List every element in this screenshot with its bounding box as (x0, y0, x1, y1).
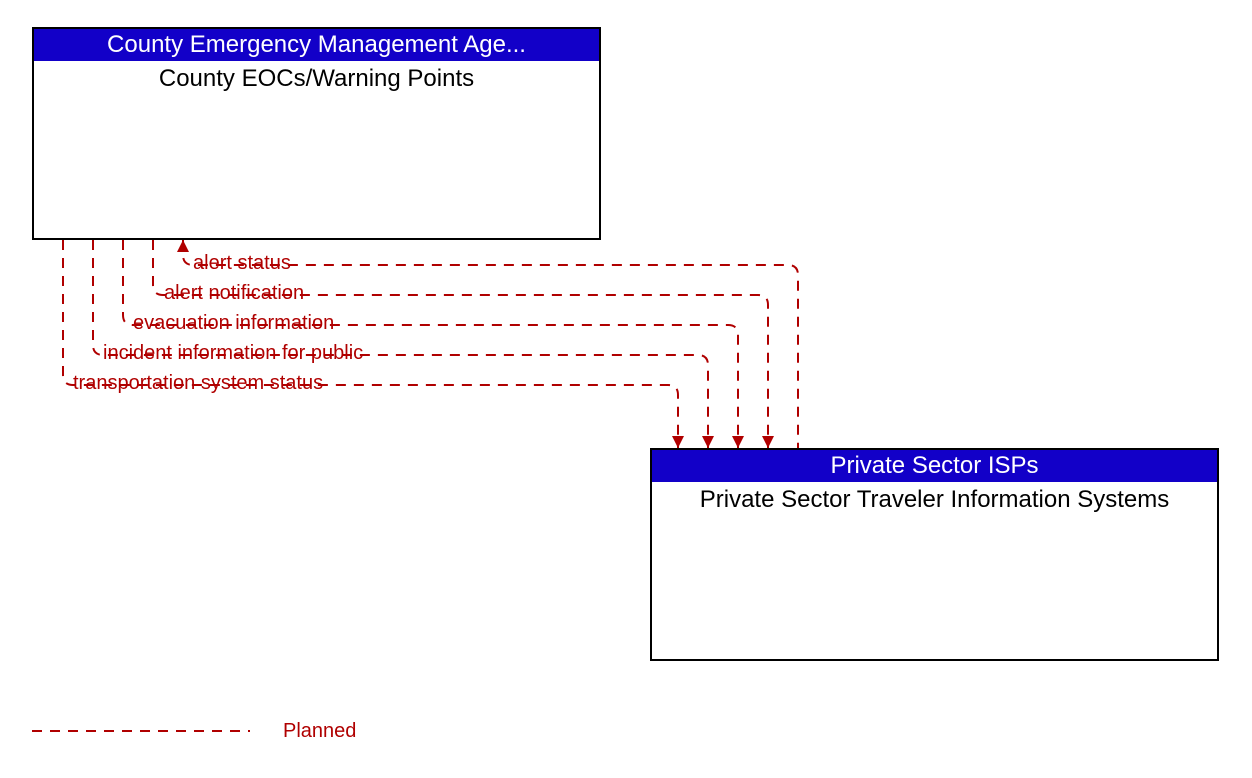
arrowhead-alert-notification (762, 436, 774, 448)
flow-label-transport: transportation system status (73, 372, 323, 395)
node-county-header: County Emergency Management Age... (34, 29, 599, 61)
arrowhead-alert-status (177, 240, 189, 252)
flow-label-incident: incident information for public (103, 342, 363, 365)
legend-label: Planned (283, 720, 356, 743)
node-private-header: Private Sector ISPs (652, 450, 1217, 482)
node-county-body: County EOCs/Warning Points (34, 61, 599, 97)
flow-label-alert-notification: alert notification (164, 282, 304, 305)
arrowhead-evacuation (732, 436, 744, 448)
node-county-eoc: County Emergency Management Age... Count… (32, 27, 601, 240)
arrowhead-incident (702, 436, 714, 448)
arrowhead-transport (672, 436, 684, 448)
flow-label-evacuation: evacuation information (133, 312, 334, 335)
node-private-body: Private Sector Traveler Information Syst… (652, 482, 1217, 518)
diagram-canvas: { "canvas": { "width": 1252, "height": 7… (0, 0, 1252, 778)
flow-label-alert-status: alert status (193, 252, 291, 275)
node-private-isp: Private Sector ISPs Private Sector Trave… (650, 448, 1219, 661)
